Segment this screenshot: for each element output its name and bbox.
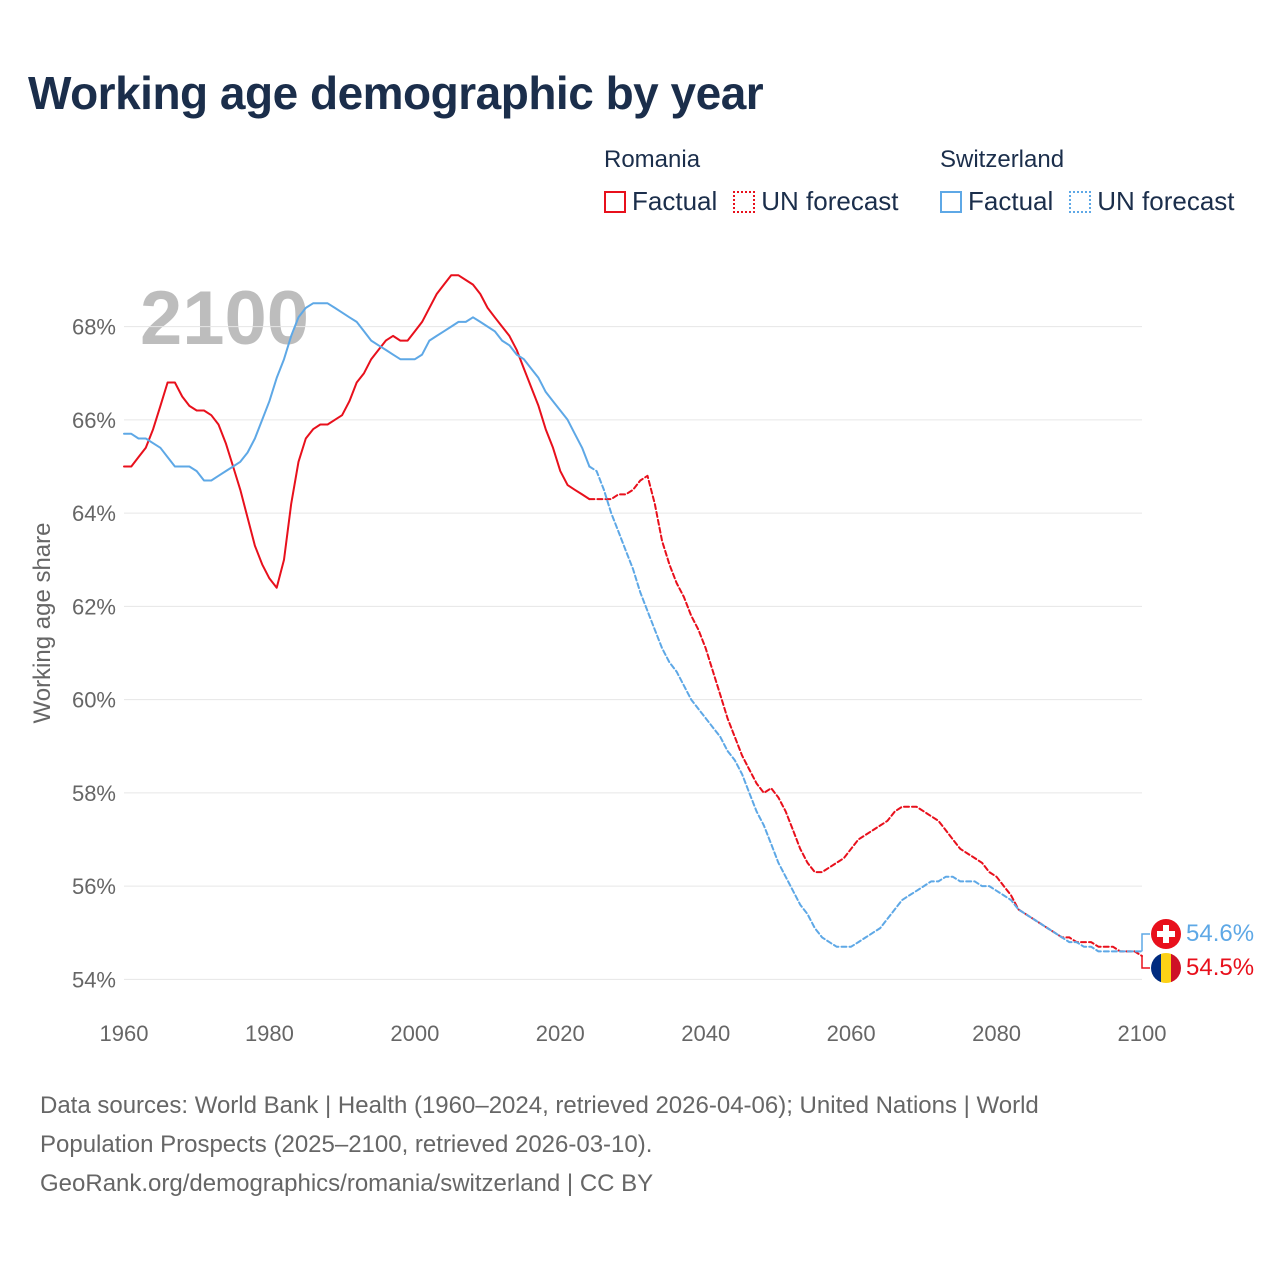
end-label-connector: [1141, 956, 1150, 969]
y-tick-label: 64%: [72, 501, 116, 526]
footer-sources-line-2: Population Prospects (2025–2100, retriev…: [40, 1131, 653, 1158]
grid-lines: [124, 326, 1142, 980]
end-label-switzerland: 54.6%: [1141, 919, 1254, 952]
legend-switzerland-factual[interactable]: Factual: [940, 186, 1053, 217]
romania-flag-icon: [1151, 953, 1181, 983]
x-tick-label: 2080: [972, 1021, 1021, 1046]
legend-dotted-swatch-icon: [1069, 190, 1092, 213]
legend-romania-factual-label: Factual: [632, 186, 718, 216]
y-tick-label: 58%: [72, 781, 116, 806]
legend-romania-forecast[interactable]: UN forecast: [733, 186, 899, 217]
legend-switzerland-forecast-label: UN forecast: [1097, 186, 1235, 216]
y-tick-label: 60%: [72, 688, 116, 713]
x-tick-label: 2000: [390, 1021, 439, 1046]
legend-romania: Romania Factual UN forecast: [604, 146, 899, 217]
end-label-connector: [1141, 933, 1150, 952]
switzerland-flag-icon: [1151, 919, 1181, 949]
switzerland-end-value: 54.6%: [1186, 920, 1254, 947]
series-line-switzerland-forecast: [588, 465, 1143, 953]
year-watermark: 2100: [140, 276, 309, 361]
footer: Data sources: World Bank | Health (1960–…: [40, 1086, 1220, 1203]
y-tick-label: 68%: [72, 315, 116, 340]
legend-romania-title: Romania: [604, 146, 701, 173]
x-tick-label: 1980: [245, 1021, 294, 1046]
line-chart: 2100 54% 56% 58% 60% 62% 64% 66% 68% 1960 1980 20…: [29, 274, 1254, 1046]
x-tick-label: 2020: [536, 1021, 585, 1046]
y-axis-label: Working age share: [29, 523, 56, 724]
x-tick-label: 1960: [100, 1021, 149, 1046]
y-axis-ticks: 54% 56% 58% 60% 62% 64% 66% 68%: [72, 315, 116, 993]
chart-title: Working age demographic by year: [28, 67, 764, 119]
legend-switzerland: Switzerland Factual UN forecast: [940, 146, 1235, 217]
legend-dotted-swatch-icon: [733, 190, 756, 213]
end-label-romania: 54.5%: [1141, 953, 1254, 983]
series-line-switzerland-factual: [123, 302, 591, 482]
legend-switzerland-forecast[interactable]: UN forecast: [1069, 186, 1235, 217]
legend-solid-swatch-icon: [940, 190, 962, 213]
legend-solid-swatch-icon: [604, 190, 626, 213]
footer-attribution[interactable]: GeoRank.org/demographics/romania/switzer…: [40, 1170, 654, 1197]
y-tick-label: 62%: [72, 594, 116, 619]
legend-romania-factual[interactable]: Factual: [604, 186, 717, 217]
series-line-romania-factual: [123, 274, 591, 589]
x-axis-ticks: 1960 1980 2000 2020 2040 2060 2080 2100: [100, 1021, 1167, 1046]
series-lines: [123, 274, 1143, 957]
x-tick-label: 2060: [827, 1021, 876, 1046]
y-tick-label: 54%: [72, 967, 116, 992]
romania-end-value: 54.5%: [1186, 954, 1254, 981]
y-tick-label: 56%: [72, 874, 116, 899]
footer-sources-line-1: Data sources: World Bank | Health (1960–…: [40, 1092, 1039, 1119]
series-line-romania-forecast: [588, 474, 1143, 957]
legend-romania-forecast-label: UN forecast: [761, 186, 899, 216]
x-tick-label: 2040: [681, 1021, 730, 1046]
legend-switzerland-factual-label: Factual: [968, 186, 1054, 216]
x-tick-label: 2100: [1118, 1021, 1167, 1046]
y-tick-label: 66%: [72, 408, 116, 433]
legend-switzerland-title: Switzerland: [940, 146, 1065, 173]
